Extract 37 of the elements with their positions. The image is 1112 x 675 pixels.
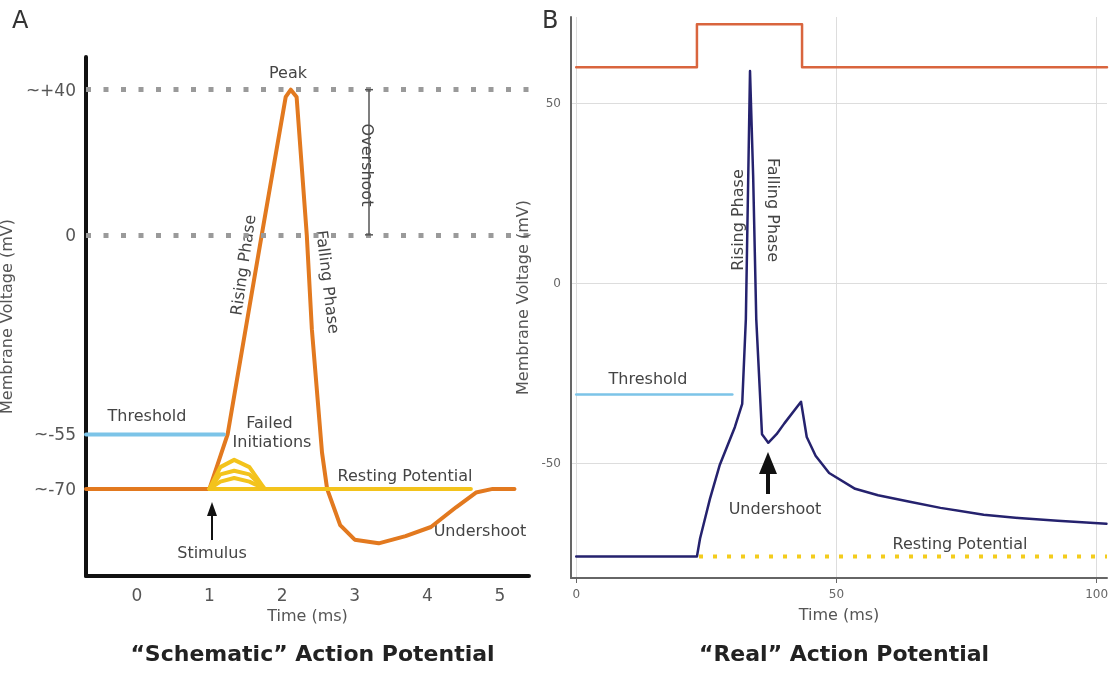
x-tick-label: 4: [421, 584, 433, 605]
annotation: Overshoot: [357, 123, 377, 207]
y-axis-title: Membrane Voltage (mV): [513, 200, 532, 395]
x-tick-label: 50: [828, 587, 845, 601]
y-tick-label: ~-55: [33, 424, 76, 445]
annotation: Undershoot: [433, 520, 527, 540]
text: A: [12, 6, 29, 34]
annotation: Threshold: [106, 405, 187, 425]
x-axis-title: Time (ms): [797, 604, 880, 624]
annotation: Falling Phase: [312, 229, 344, 335]
x-tick-label: 100: [1085, 587, 1109, 601]
text: “Schematic” Action Potential: [130, 640, 495, 666]
annotation: Peak: [269, 62, 308, 82]
annotation: Falling Phase: [763, 157, 783, 263]
y-tick-label: 50: [545, 96, 561, 111]
annotation: Stimulus: [177, 542, 247, 562]
annotation: Undershoot: [728, 498, 822, 518]
x-tick-label: 2: [276, 584, 288, 605]
y-tick-label: -50: [541, 455, 561, 470]
x-tick-label: 0: [131, 584, 143, 605]
text: B: [542, 6, 559, 34]
y-tick-label: 0: [553, 276, 561, 291]
y-axis-title: Membrane Voltage (mV): [0, 219, 17, 414]
text: “Real” Action Potential: [698, 640, 990, 666]
annotation: Failed Initiations: [232, 413, 312, 451]
x-tick-label: 5: [494, 584, 506, 605]
annotation: Threshold: [607, 368, 688, 388]
y-tick-label: ~-70: [33, 478, 76, 499]
x-axis-title: Time (ms): [266, 606, 348, 626]
annotation: Resting Potential: [337, 465, 473, 485]
y-tick-label: 0: [65, 224, 76, 245]
y-tick-label: ~+40: [25, 79, 76, 100]
annotation: Resting Potential: [892, 533, 1028, 553]
x-tick-label: 0: [572, 587, 581, 601]
x-tick-label: 3: [349, 584, 361, 605]
x-tick-label: 1: [204, 584, 215, 605]
annotation: Rising Phase: [727, 169, 747, 271]
